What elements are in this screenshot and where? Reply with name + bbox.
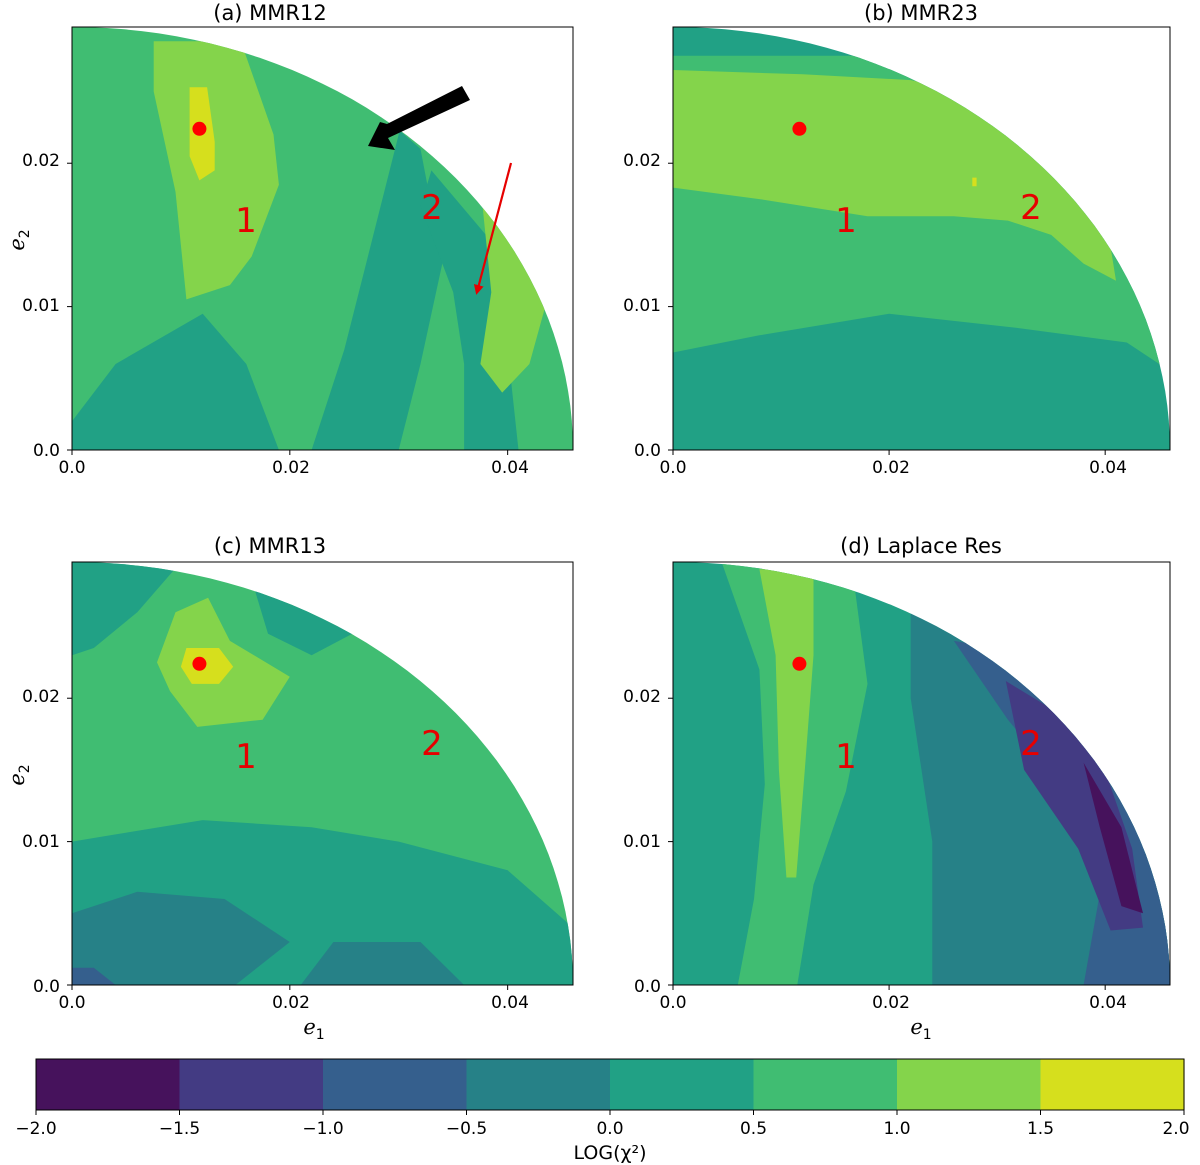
colorbar-tick-label: −2.0: [15, 1119, 56, 1139]
axes-frame: [71, 26, 574, 451]
colorbar-swatch: [897, 1059, 1042, 1110]
x-tick: 0.02: [872, 993, 910, 1013]
panel-c: (c) MMR13 0.0 0.01 0.02 0.0 0.02 0.04 e2…: [5, 534, 574, 1043]
colorbar-swatches: [36, 1059, 1185, 1110]
y-tick: 0.01: [623, 832, 661, 852]
y-tick: 0.0: [634, 441, 661, 461]
contour-zone: [300, 27, 443, 450]
panel-b: (b) MMR23 0.0 0.01 0.02 0.0 0.02 0.04 1 …: [623, 1, 1171, 478]
colorbar-tick-label: 0.0: [596, 1119, 623, 1139]
colorbar-tick-label: 1.0: [883, 1119, 910, 1139]
region-label: 2: [421, 724, 443, 764]
axes-frame: [71, 561, 574, 986]
panel-c-plot: [67, 561, 574, 990]
y-tick: 0.02: [623, 687, 661, 707]
x-tick: 0.02: [872, 458, 910, 478]
x-tick: 0.0: [58, 993, 85, 1013]
region-label: 1: [835, 201, 857, 241]
contour-area: [72, 27, 573, 450]
y-tick: 0.02: [22, 151, 60, 171]
region-label: 1: [235, 737, 257, 777]
panel-title: (b) MMR23: [864, 1, 978, 25]
y-tick: 0.01: [22, 296, 60, 316]
x-tick: 0.0: [58, 458, 85, 478]
colorbar-tick-label: −1.0: [302, 1119, 343, 1139]
panel-d-plot: [668, 561, 1171, 990]
panel-a: (a) MMR12 0.0 0.01 0.02 0.0 0.02 0.04 e2…: [5, 1, 574, 478]
colorbar-ticks: [35, 1110, 1185, 1115]
y-axis-label: e2: [5, 764, 33, 785]
contour-area: [72, 562, 573, 985]
best-fit-point: [192, 121, 207, 136]
colorbar-swatch: [179, 1059, 324, 1110]
black-arrow: [368, 86, 470, 150]
region-label: 1: [235, 201, 257, 241]
x-tick: 0.04: [491, 458, 529, 478]
red-arrow: [473, 162, 513, 295]
contour-zone: [72, 313, 279, 450]
x-tick: 0.04: [1089, 458, 1127, 478]
colorbar-label: LOG(χ²): [573, 1142, 646, 1164]
x-axis-label: e1: [303, 1015, 324, 1043]
axes-frame: [672, 561, 1171, 986]
panel-title: (c) MMR13: [214, 534, 326, 558]
contour-zone: [153, 41, 279, 300]
y-axis-label: e2: [5, 229, 33, 250]
best-fit-point: [792, 656, 807, 671]
contour-area: [673, 27, 1170, 450]
panel-b-plot: [668, 26, 1171, 455]
contour-zone: [972, 177, 977, 187]
y-tick: 0.0: [33, 977, 60, 997]
region-label: 2: [421, 188, 443, 228]
x-tick: 0.04: [491, 993, 529, 1013]
contour-zone: [480, 184, 552, 393]
contour-area: [673, 562, 1170, 985]
contour-zone: [72, 891, 290, 985]
y-tick: 0.0: [634, 977, 661, 997]
colorbar-tick-label: 0.5: [740, 1119, 767, 1139]
colorbar-swatch: [36, 1059, 181, 1110]
colorbar-swatch: [466, 1059, 611, 1110]
contour-zone: [1083, 762, 1143, 914]
colorbar-swatch: [610, 1059, 755, 1110]
y-tick: 0.01: [22, 832, 60, 852]
panel-a-plot: [67, 26, 574, 455]
colorbar-tick-label: 2.0: [1162, 1119, 1189, 1139]
contour-zone: [72, 562, 181, 656]
y-tick: 0.02: [22, 687, 60, 707]
panel-title: (d) Laplace Res: [840, 534, 1002, 558]
contour-zone: [300, 942, 465, 985]
colorbar-tick-label: −0.5: [446, 1119, 487, 1139]
x-tick: 0.02: [272, 458, 310, 478]
contour-zone: [72, 967, 116, 985]
contour-zone: [759, 569, 814, 878]
x-tick: 0.04: [1089, 993, 1127, 1013]
colorbar: −2.0 −1.5 −1.0 −0.5 0.0 0.5 1.0 1.5 2.0 …: [15, 1058, 1190, 1164]
panel-d: (d) Laplace Res 0.0 0.01 0.02 0.0 0.02 0…: [623, 534, 1171, 1043]
x-tick: 0.0: [659, 458, 686, 478]
region-label: 2: [1020, 188, 1042, 228]
region-label: 2: [1020, 724, 1042, 764]
best-fit-point: [792, 121, 807, 136]
y-tick: 0.0: [33, 441, 60, 461]
contour-zone: [1005, 681, 1143, 931]
y-tick: 0.02: [623, 151, 661, 171]
region-label: 1: [835, 737, 857, 777]
best-fit-point: [192, 656, 207, 671]
y-tick: 0.01: [623, 296, 661, 316]
x-tick: 0.02: [272, 993, 310, 1013]
panel-title: (a) MMR12: [213, 1, 326, 25]
colorbar-swatch: [323, 1059, 468, 1110]
colorbar-tick-label: −1.5: [159, 1119, 200, 1139]
contour-zone: [180, 648, 234, 684]
axes-frame: [672, 26, 1171, 451]
colorbar-swatch: [753, 1059, 898, 1110]
colorbar-tick-label: 1.5: [1027, 1119, 1054, 1139]
x-axis-label: e1: [910, 1015, 931, 1043]
colorbar-swatch: [1040, 1059, 1185, 1110]
x-tick: 0.0: [659, 993, 686, 1013]
